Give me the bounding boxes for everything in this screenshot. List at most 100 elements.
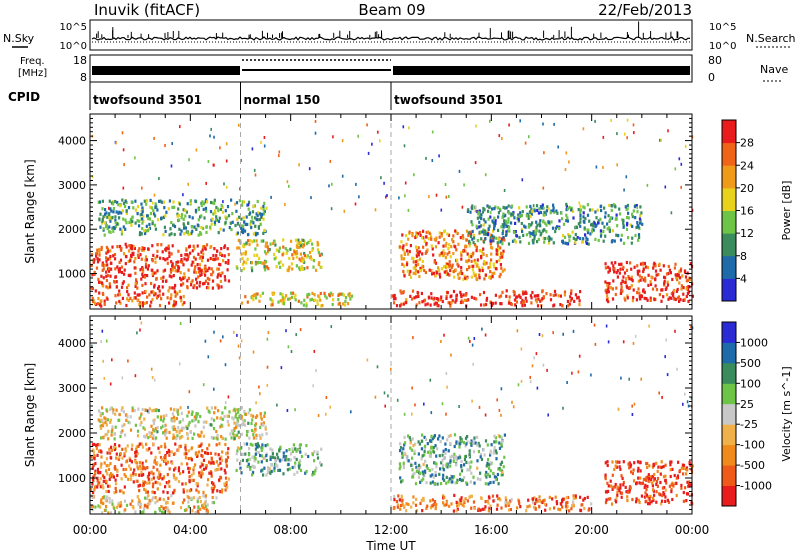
velocity-cell: [624, 485, 627, 489]
velocity-cell: [317, 414, 320, 417]
power-cell: [216, 267, 219, 271]
velocity-cell: [105, 504, 108, 509]
velocity-cell: [567, 495, 570, 500]
power-cell: [490, 245, 493, 249]
velocity-cell: [128, 456, 131, 460]
velocity-cell: [648, 480, 651, 484]
power-cell: [211, 279, 215, 283]
power-cell: [618, 271, 621, 275]
velocity-cell: [197, 490, 200, 494]
power-cell: [402, 290, 405, 294]
velocity-cell: [479, 455, 482, 459]
velocity-cell: [199, 500, 202, 504]
velocity-cell: [138, 460, 141, 465]
power-cell: [497, 211, 500, 215]
velocity-cell: [445, 499, 448, 503]
velocity-cell: [171, 425, 174, 429]
velocity-cell: [659, 472, 662, 476]
velocity-cell: [442, 449, 445, 453]
velocity-cell: [500, 387, 503, 391]
velocity-cell: [431, 467, 434, 472]
velocity-cell: [151, 409, 154, 413]
velocity-cell: [173, 476, 176, 480]
velocity-cell: [655, 490, 658, 494]
velocity-cell: [125, 460, 128, 464]
velocity-cell: [102, 421, 105, 425]
velocity-cell: [109, 418, 112, 422]
freq-scale-bottom: 8: [80, 71, 87, 84]
power-cell: [662, 295, 665, 299]
power-cell: [96, 257, 99, 261]
power-cell: [689, 262, 692, 266]
power-cell: [216, 257, 220, 261]
velocity-cell: [559, 508, 562, 512]
power-cell: [497, 215, 500, 219]
velocity-cell: [502, 465, 505, 469]
power-cell: [579, 213, 582, 218]
velocity-cell: [636, 469, 640, 473]
power-cell: [569, 298, 572, 303]
velocity-cell: [193, 432, 196, 436]
power-cell: [590, 230, 593, 234]
power-cell: [279, 265, 282, 269]
velocity-cell: [111, 499, 114, 503]
power-cell: [105, 278, 108, 283]
power-cell: [251, 219, 254, 223]
power-cell: [412, 266, 415, 270]
velocity-cell: [458, 503, 461, 507]
velocity-cell: [177, 412, 180, 416]
power-cell: [480, 303, 483, 307]
power-cell: [170, 220, 173, 225]
velocity-cell: [101, 474, 105, 478]
power-cell: [497, 247, 500, 251]
velocity-cell: [223, 414, 226, 419]
power-cell: [392, 297, 396, 301]
velocity-cell: [412, 336, 414, 340]
velocity-cell: [570, 507, 573, 511]
velocity-cell: [206, 406, 209, 410]
velocity-cell: [374, 395, 377, 399]
power-cell: [604, 262, 607, 266]
velocity-cell: [325, 396, 328, 399]
velocity-cell: [109, 382, 112, 386]
velocity-cell: [195, 488, 198, 492]
velocity-cell: [294, 408, 296, 412]
power-cell: [379, 139, 381, 143]
velocity-cell: [499, 462, 502, 466]
velocity-cell: [497, 467, 500, 471]
power-cell: [456, 258, 459, 262]
power-cell: [557, 294, 560, 298]
power-cell: [240, 226, 243, 230]
velocity-cell: [143, 504, 146, 508]
power-cell: [445, 294, 448, 298]
power-cell: [587, 242, 590, 246]
velocity-cell: [320, 463, 323, 467]
power-cell: [108, 215, 111, 220]
power-cell: [682, 298, 685, 302]
velocity-cell: [429, 451, 432, 455]
power-cell: [343, 303, 347, 307]
power-cell: [606, 284, 609, 288]
power-cell: [127, 298, 130, 303]
velocity-cell: [484, 500, 487, 504]
power-cell: [408, 272, 411, 276]
power-cell: [186, 279, 189, 283]
velocity-cell: [176, 408, 180, 412]
power-cell: [536, 304, 540, 308]
power-cell: [200, 214, 203, 218]
power-cell: [118, 289, 121, 293]
power-cell: [115, 210, 118, 214]
velocity-cell: [479, 477, 482, 482]
power-cell: [670, 211, 673, 215]
power-cell: [664, 185, 667, 189]
power-cell: [107, 213, 111, 217]
velocity-cell: [525, 509, 528, 513]
power-cell: [99, 212, 102, 216]
velocity-cell: [311, 473, 314, 477]
velocity-cell: [138, 416, 141, 420]
power-cell: [191, 216, 194, 220]
power-cell: [313, 298, 317, 302]
velocity-cell: [138, 489, 141, 493]
velocity-cell: [273, 466, 276, 470]
power-cell: [422, 229, 425, 233]
